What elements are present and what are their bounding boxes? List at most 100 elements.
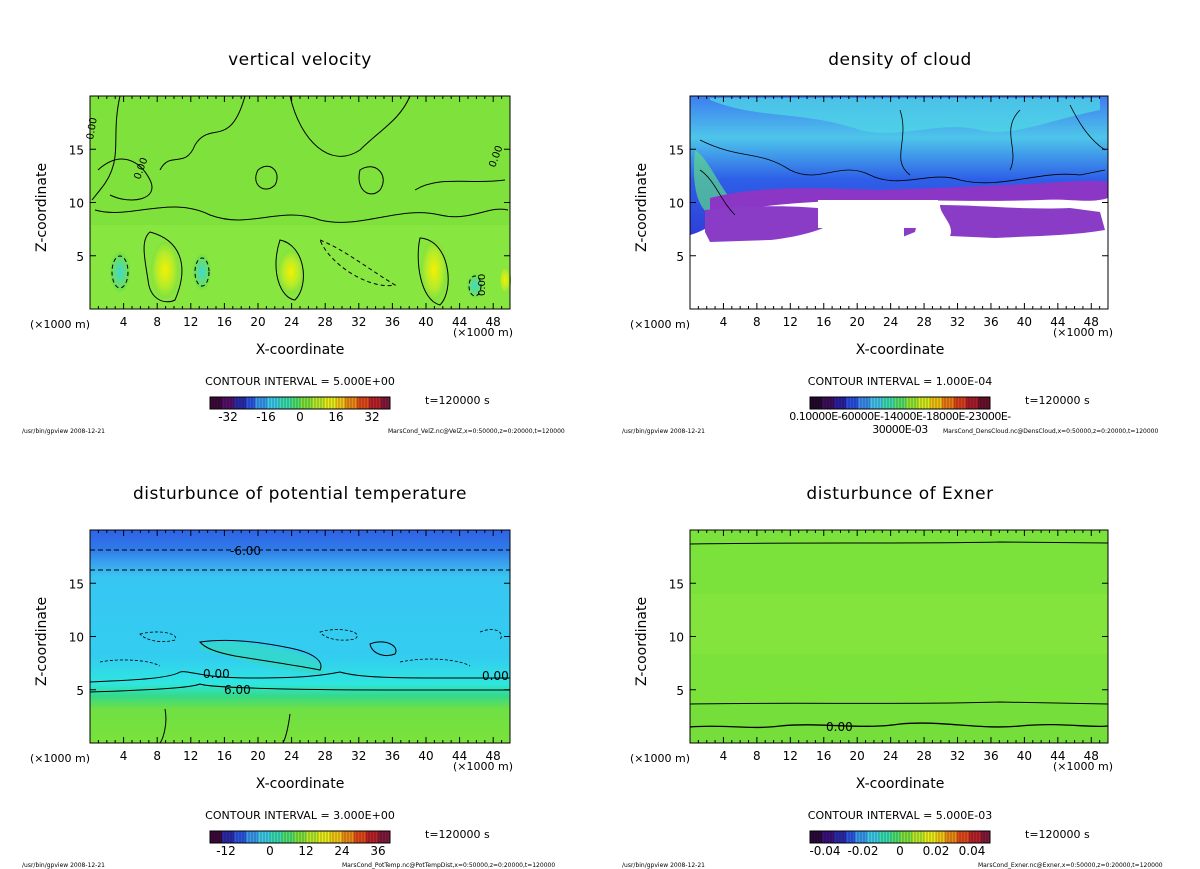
colorbar-segment <box>924 397 928 409</box>
colorbar-segment <box>267 831 271 843</box>
x-tick-label: 36 <box>385 749 400 763</box>
colorbar-segment <box>987 831 991 843</box>
colorbar-segment <box>240 397 244 409</box>
colorbar-segment <box>300 397 304 409</box>
x-tick-label: 24 <box>883 749 898 763</box>
colorbar-segment <box>360 397 364 409</box>
x-ticks: 4 8 12 16 20 24 28 32 36 40 44 48 <box>697 530 1101 763</box>
colorbar-segment <box>210 397 214 409</box>
colorbar-segment <box>867 397 871 409</box>
colorbar-segment <box>369 831 373 843</box>
colorbar-segment <box>888 831 892 843</box>
x-tick-label: 28 <box>916 749 931 763</box>
colorbar-segment <box>333 397 337 409</box>
negative-contours <box>99 629 502 667</box>
y-tick-label: 5 <box>676 684 684 698</box>
colorbar-segment <box>843 831 847 843</box>
colorbar-segment <box>963 831 967 843</box>
colorbar-segment <box>363 831 367 843</box>
colorbar-segment <box>987 397 991 409</box>
colorbar-segment <box>336 831 340 843</box>
colorbar-segment <box>906 397 910 409</box>
colorbar-segment <box>249 831 253 843</box>
colorbar-segment <box>876 397 880 409</box>
colorbar-segment <box>240 831 244 843</box>
colorbar-segment <box>966 397 970 409</box>
colorbar-segment <box>879 831 883 843</box>
x-tick-label: 28 <box>318 749 333 763</box>
panel-density-of-cloud: density of cloud 4 8 12 16 20 24 28 32 36 40 44 48 … <box>600 0 1200 436</box>
colorbar-tick-label: 0 <box>896 844 904 858</box>
colorbar <box>209 830 391 844</box>
x-unit-right: (×1000 m) <box>453 760 514 773</box>
colorbar-segment <box>216 397 220 409</box>
colorbar-segment <box>810 397 814 409</box>
colorbar-tick-label: 12 <box>298 844 314 858</box>
colorbar-segment <box>918 397 922 409</box>
cloud-purple-band <box>710 180 1108 212</box>
colorbar-tick-labels: 0.10000E-60000E-14000E-18000E-23000E-300… <box>789 410 1011 436</box>
colorbar-frame <box>809 396 991 410</box>
x-tick-label: 40 <box>418 749 433 763</box>
contour-label: 0.00 <box>482 669 509 683</box>
colorbar-segment <box>291 397 295 409</box>
plot-area: -6.00 0.00 6.00 0.00 4 8 12 16 20 24 28 32 36 40 4… <box>69 529 511 763</box>
colorbar <box>209 396 391 410</box>
cloud-bright-region <box>710 98 1100 133</box>
colorbar-segment <box>870 831 874 843</box>
colorbar-segment <box>384 397 388 409</box>
colorbar-segment <box>969 831 973 843</box>
colorbar-tick-label: -16 <box>256 410 276 424</box>
panel-vertical-velocity: vertical velocity <box>0 0 600 435</box>
colorbar-segment <box>378 397 382 409</box>
colorbar-segment <box>321 831 325 843</box>
downdraft-cell <box>193 254 211 290</box>
colorbar-segment <box>840 831 844 843</box>
colorbar-segment <box>297 831 301 843</box>
colorbar-segment <box>912 831 916 843</box>
colorbar-segment <box>927 397 931 409</box>
colorbar-segment <box>906 831 910 843</box>
updraft-cell <box>278 250 304 294</box>
colorbar-segment <box>255 397 259 409</box>
colorbar-segment <box>873 397 877 409</box>
contour-interval: CONTOUR INTERVAL = 3.000E+00 <box>205 809 395 822</box>
x-tick-label: 48 <box>486 749 501 763</box>
colorbar-segment <box>984 397 988 409</box>
contour-interval: CONTOUR INTERVAL = 5.000E+00 <box>205 375 395 388</box>
colorbar-segment <box>915 397 919 409</box>
x-tick-label: 8 <box>753 749 761 763</box>
colorbar-segment <box>288 397 292 409</box>
colorbar-segment <box>267 397 271 409</box>
colorbar-segment <box>924 831 928 843</box>
colorbar-segment <box>882 831 886 843</box>
colorbar-segment <box>879 397 883 409</box>
colorbar-segment <box>894 831 898 843</box>
colorbar-tick-label: 0.04 <box>958 844 986 858</box>
colorbar-frame <box>209 830 391 844</box>
colorbar-segment <box>339 831 343 843</box>
contour-lines <box>91 95 509 306</box>
time-label: t=120000 s <box>425 394 490 407</box>
x-tick-label: 4 <box>720 749 728 763</box>
colorbar-tick-label: -32 <box>218 410 238 424</box>
x-tick-label: 24 <box>284 315 299 329</box>
colorbar-segment <box>261 831 265 843</box>
colorbar-segment <box>375 397 379 409</box>
colorbar-segment <box>246 397 250 409</box>
colorbar-segment <box>324 831 328 843</box>
colorbar-segment <box>831 397 835 409</box>
colorbar-segment <box>975 397 979 409</box>
chart-title: disturbunce of Exner <box>806 484 994 504</box>
colorbar-tick-label: 36 <box>370 844 386 858</box>
footer-left: /usr/bin/gpview 2008-12-21 <box>622 862 705 869</box>
colorbar-segment <box>318 831 322 843</box>
colorbar-segment <box>885 397 889 409</box>
panel-potential-temperature: disturbunce of potential temperature -6 <box>0 434 600 869</box>
colorbar-segment <box>378 831 382 843</box>
y-ticks: 5 10 15 <box>669 143 1108 264</box>
x-tick-label: 32 <box>351 749 366 763</box>
colorbar-segment <box>231 831 235 843</box>
colorbar-tick-label: 0 <box>296 410 304 424</box>
